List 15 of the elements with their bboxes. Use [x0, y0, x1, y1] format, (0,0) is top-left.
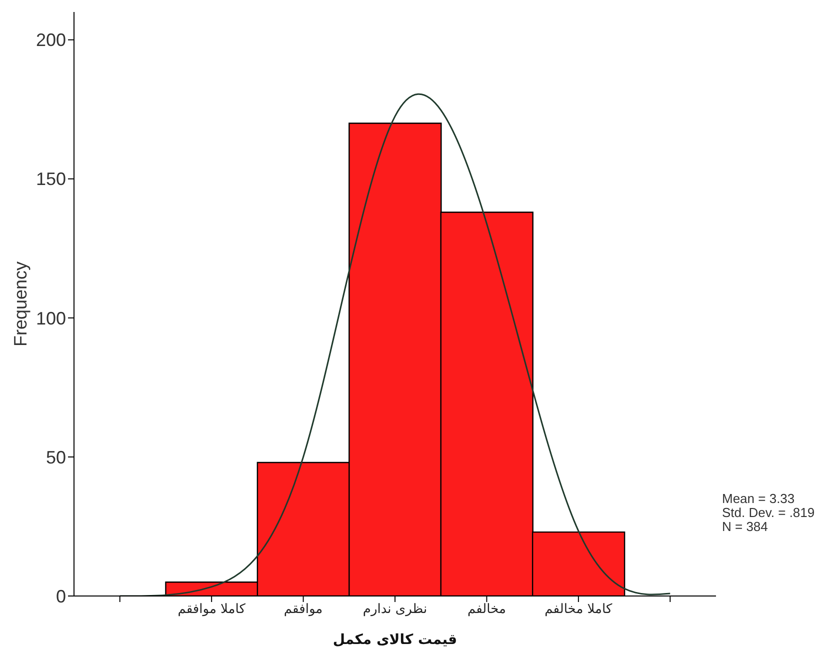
x-tick-label: کاملا موافقم [178, 602, 246, 618]
y-tick-label: 150 [36, 169, 66, 190]
y-tick-label: 50 [46, 447, 66, 468]
x-tick-label: نظری ندارم [362, 602, 428, 618]
text: N = 384 [722, 519, 769, 534]
text: Std. Dev. = .819 [722, 505, 815, 520]
x-tick-label: کاملا مخالفم [544, 602, 613, 618]
y-tick-label: 0 [56, 586, 66, 606]
x-tick-label: موافقم [284, 602, 323, 618]
x-tick-label: مخالفم [467, 602, 506, 618]
y-tick-label: 100 [36, 308, 66, 328]
text: Mean = 3.33 [722, 491, 796, 506]
y-axis-title: Frequency [10, 261, 30, 347]
x-axis-title: قیمت کالای مکمل [332, 632, 458, 648]
y-tick-label: 200 [36, 30, 66, 50]
